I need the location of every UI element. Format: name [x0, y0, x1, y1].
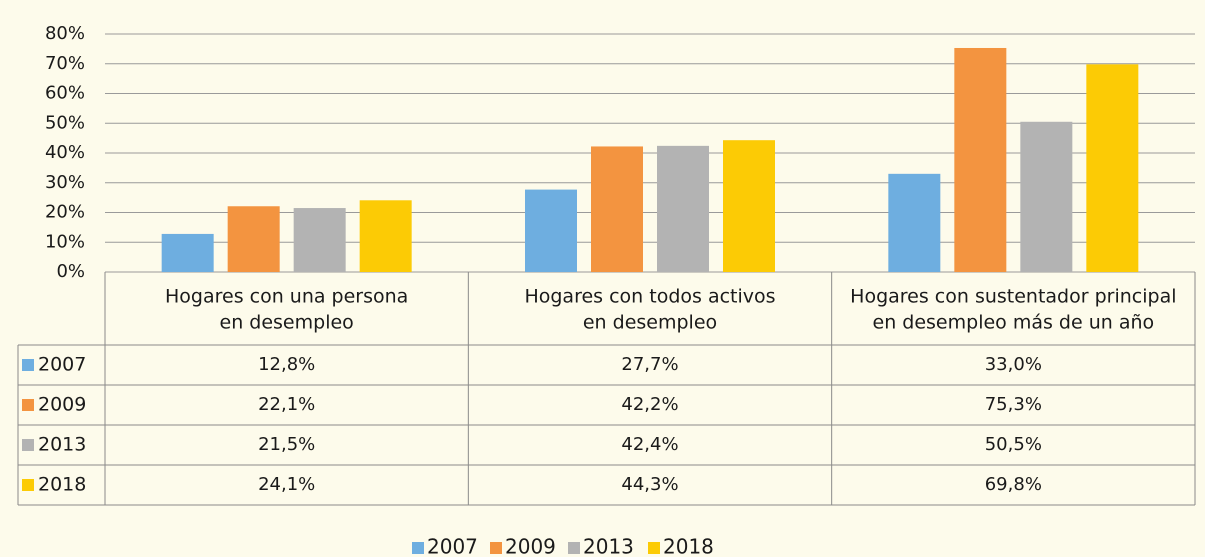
legend-label: 2009 [505, 535, 556, 557]
bar [293, 208, 346, 272]
row-label: 2007 [38, 354, 86, 376]
table-value: 42,4% [621, 434, 678, 455]
category-label: Hogares con sustentador principal [850, 286, 1176, 308]
category-label: en desempleo [583, 312, 717, 334]
legend-swatch [22, 359, 34, 371]
bar [723, 140, 775, 272]
table-value: 50,5% [985, 434, 1042, 455]
legend-swatch [22, 439, 34, 451]
y-tick-label: 50% [45, 112, 85, 133]
category-label: Hogares con una persona [165, 286, 408, 308]
table-value: 21,5% [258, 434, 315, 455]
table-value: 69,8% [985, 474, 1042, 495]
y-tick-label: 10% [45, 231, 85, 252]
table-value: 27,7% [621, 354, 678, 375]
y-tick-label: 80% [45, 23, 85, 44]
bar [227, 206, 280, 272]
y-tick-label: 30% [45, 172, 85, 193]
table-value: 22,1% [258, 394, 315, 415]
legend-swatch [490, 542, 502, 554]
legend-label: 2018 [663, 535, 714, 557]
row-label: 2018 [38, 474, 86, 496]
bar [888, 173, 941, 272]
bar [657, 145, 709, 272]
legend-swatch [568, 542, 580, 554]
y-tick-label: 60% [45, 83, 85, 104]
y-tick-label: 70% [45, 53, 85, 74]
legend-label: 2013 [583, 535, 634, 557]
category-label: en desempleo más de un año [873, 312, 1155, 334]
table-value: 24,1% [258, 474, 315, 495]
row-label: 2013 [38, 434, 86, 456]
y-tick-label: 40% [45, 142, 85, 163]
bar [161, 233, 214, 272]
legend-swatch [22, 399, 34, 411]
bar [1020, 121, 1073, 272]
legend-label: 2007 [427, 535, 478, 557]
y-tick-label: 20% [45, 202, 85, 223]
table-value: 75,3% [985, 394, 1042, 415]
legend-swatch [412, 542, 424, 554]
table-value: 42,2% [621, 394, 678, 415]
y-tick-label: 0% [56, 261, 85, 282]
table-value: 44,3% [621, 474, 678, 495]
table-value: 12,8% [258, 354, 315, 375]
table-value: 33,0% [985, 354, 1042, 375]
bar [1086, 64, 1139, 272]
category-label: Hogares con todos activos [524, 286, 775, 308]
legend-swatch [648, 542, 660, 554]
category-label: en desempleo [220, 312, 354, 334]
bar [359, 200, 412, 272]
row-label: 2009 [38, 394, 86, 416]
bar [525, 189, 577, 272]
legend-swatch [22, 479, 34, 491]
bar [954, 47, 1007, 272]
bar [591, 146, 643, 272]
